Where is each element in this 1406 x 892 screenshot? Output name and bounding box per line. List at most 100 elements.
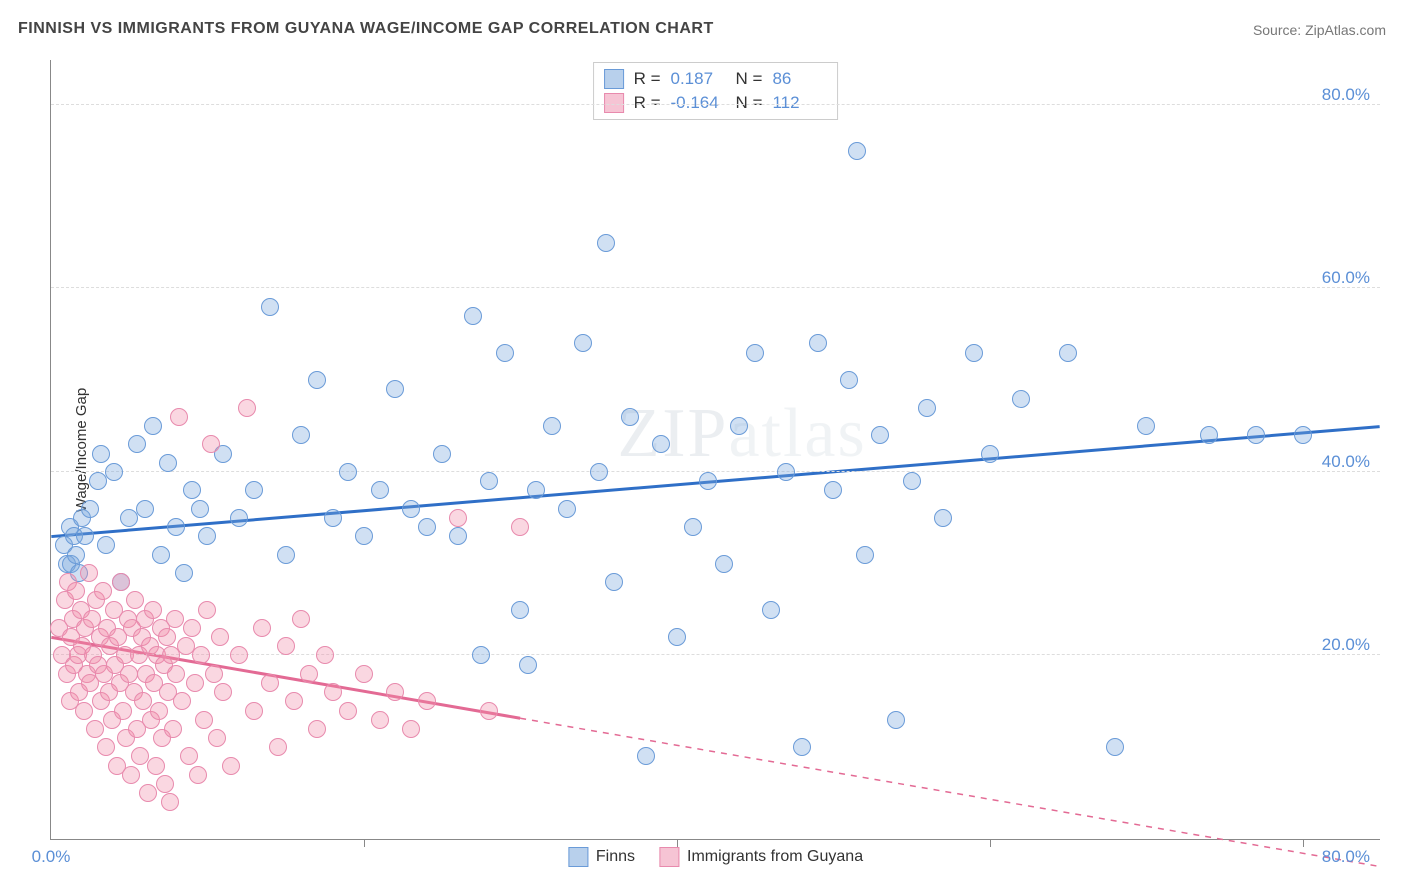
data-point xyxy=(105,463,123,481)
data-point xyxy=(762,601,780,619)
data-point xyxy=(558,500,576,518)
data-point xyxy=(183,481,201,499)
gridline xyxy=(51,287,1380,288)
data-point xyxy=(211,628,229,646)
data-point xyxy=(230,646,248,664)
data-point xyxy=(308,720,326,738)
watermark-zip: ZIP xyxy=(617,395,728,472)
data-point xyxy=(161,793,179,811)
data-point xyxy=(339,702,357,720)
data-point xyxy=(81,500,99,518)
data-point xyxy=(186,674,204,692)
data-point xyxy=(371,711,389,729)
gridline xyxy=(51,471,1380,472)
data-point xyxy=(67,582,85,600)
data-point xyxy=(402,500,420,518)
data-point xyxy=(621,408,639,426)
data-point xyxy=(164,720,182,738)
data-point xyxy=(112,573,130,591)
data-point xyxy=(167,665,185,683)
data-point xyxy=(230,509,248,527)
data-point xyxy=(144,601,162,619)
data-point xyxy=(75,702,93,720)
stats-row: R =0.187N =86 xyxy=(604,67,828,91)
data-point xyxy=(339,463,357,481)
data-point xyxy=(191,500,209,518)
x-tick xyxy=(677,839,678,847)
data-point xyxy=(856,546,874,564)
data-point xyxy=(180,747,198,765)
data-point xyxy=(965,344,983,362)
data-point xyxy=(189,766,207,784)
data-point xyxy=(848,142,866,160)
data-point xyxy=(269,738,287,756)
y-tick-label: 20.0% xyxy=(1322,635,1370,655)
y-tick-label: 80.0% xyxy=(1322,85,1370,105)
source-attribution: Source: ZipAtlas.com xyxy=(1253,22,1386,38)
data-point xyxy=(527,481,545,499)
data-point xyxy=(433,445,451,463)
data-point xyxy=(871,426,889,444)
chart-container: FINNISH VS IMMIGRANTS FROM GUYANA WAGE/I… xyxy=(0,0,1406,892)
source-link[interactable]: ZipAtlas.com xyxy=(1305,22,1386,38)
data-point xyxy=(934,509,952,527)
data-point xyxy=(120,665,138,683)
data-point xyxy=(418,518,436,536)
data-point xyxy=(809,334,827,352)
data-point xyxy=(1059,344,1077,362)
x-tick xyxy=(364,839,365,847)
legend-swatch xyxy=(659,847,679,867)
data-point xyxy=(170,408,188,426)
x-axis-max-label: 80.0% xyxy=(1322,847,1370,867)
data-point xyxy=(511,518,529,536)
data-point xyxy=(402,720,420,738)
data-point xyxy=(86,720,104,738)
data-point xyxy=(166,610,184,628)
data-point xyxy=(652,435,670,453)
x-axis-origin-label: 0.0% xyxy=(32,847,71,867)
data-point xyxy=(152,546,170,564)
data-point xyxy=(156,775,174,793)
data-point xyxy=(261,298,279,316)
data-point xyxy=(543,417,561,435)
data-point xyxy=(205,665,223,683)
data-point xyxy=(324,683,342,701)
data-point xyxy=(777,463,795,481)
data-point xyxy=(245,481,263,499)
data-point xyxy=(300,665,318,683)
gridline xyxy=(51,104,1380,105)
data-point xyxy=(76,527,94,545)
data-point xyxy=(1247,426,1265,444)
data-point xyxy=(840,371,858,389)
n-label: N = xyxy=(736,67,763,91)
data-point xyxy=(480,702,498,720)
data-point xyxy=(208,729,226,747)
data-point xyxy=(67,546,85,564)
trend-line-dashed xyxy=(520,718,1379,866)
legend-item: Immigrants from Guyana xyxy=(659,847,863,867)
data-point xyxy=(159,454,177,472)
data-point xyxy=(1200,426,1218,444)
data-point xyxy=(122,766,140,784)
data-point xyxy=(480,472,498,490)
data-point xyxy=(574,334,592,352)
data-point xyxy=(202,435,220,453)
data-point xyxy=(114,702,132,720)
data-point xyxy=(214,683,232,701)
data-point xyxy=(94,582,112,600)
data-point xyxy=(195,711,213,729)
data-point xyxy=(746,344,764,362)
legend-label: Immigrants from Guyana xyxy=(687,848,863,866)
data-point xyxy=(590,463,608,481)
data-point xyxy=(308,371,326,389)
legend-item: Finns xyxy=(568,847,635,867)
legend-swatch xyxy=(568,847,588,867)
data-point xyxy=(324,509,342,527)
x-tick xyxy=(990,839,991,847)
data-point xyxy=(175,564,193,582)
data-point xyxy=(472,646,490,664)
data-point xyxy=(1012,390,1030,408)
n-value: 86 xyxy=(772,67,827,91)
data-point xyxy=(150,702,168,720)
data-point xyxy=(292,426,310,444)
